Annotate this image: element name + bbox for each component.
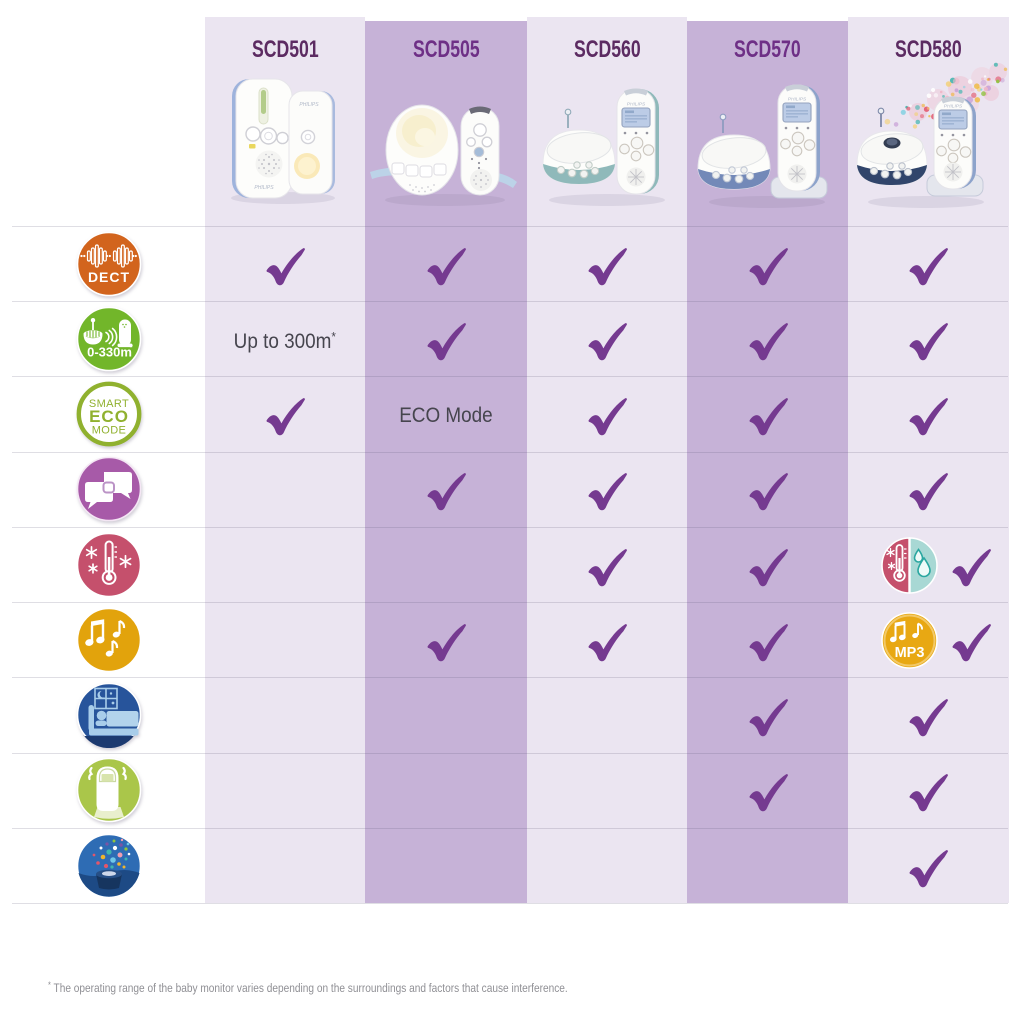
- svg-text:SMART: SMART: [89, 398, 129, 410]
- svg-text:0-330m: 0-330m: [87, 345, 132, 360]
- svg-text:MODE: MODE: [92, 425, 127, 437]
- svg-text:MP3: MP3: [895, 645, 925, 661]
- svg-text:PHILIPS: PHILIPS: [788, 97, 807, 103]
- svg-text:ECO: ECO: [89, 407, 129, 426]
- svg-text:*: *: [129, 343, 133, 353]
- svg-text:PHILIPS: PHILIPS: [299, 102, 319, 108]
- svg-text:PHILIPS: PHILIPS: [627, 102, 646, 108]
- svg-text:DECT: DECT: [88, 269, 130, 285]
- svg-text:PHILIPS: PHILIPS: [254, 185, 274, 191]
- svg-text:PHILIPS: PHILIPS: [944, 104, 963, 110]
